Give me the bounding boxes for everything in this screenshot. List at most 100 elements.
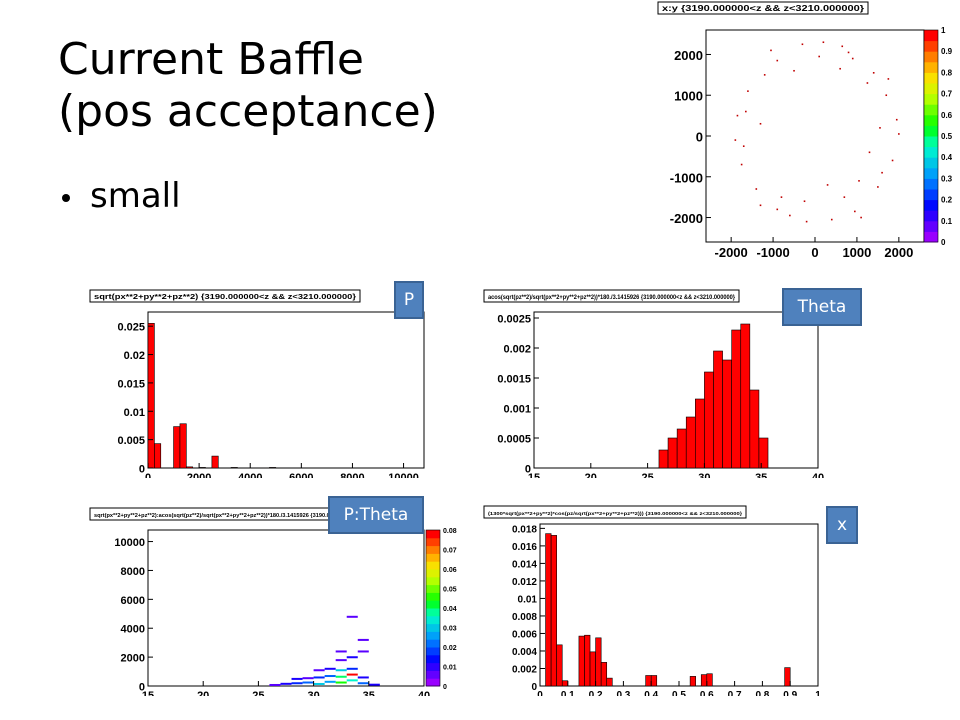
colorbar-label: 0.7 <box>941 90 952 99</box>
scatter-point <box>780 196 783 198</box>
y-tick-label: 0.015 <box>117 378 145 390</box>
x-tick-label: 15 <box>142 690 154 696</box>
heatmap-cell <box>324 667 336 670</box>
colorbar-segment <box>924 167 938 179</box>
colorbar-segment <box>924 125 938 137</box>
x-tick-label: 0.3 <box>616 690 630 696</box>
bullet-dot-icon <box>62 193 70 202</box>
colorbar-frame <box>425 529 441 687</box>
colorbar-label: 0.08 <box>443 528 457 535</box>
x-tick-label: 25 <box>641 472 653 478</box>
scatter-point <box>868 151 871 154</box>
heatmap-cell <box>313 676 325 679</box>
y-tick-label: 1000 <box>674 89 703 104</box>
colorbar-segment <box>426 615 440 625</box>
colorbar-segment <box>426 678 440 687</box>
heatmap-cell <box>335 675 347 678</box>
scatter-point <box>763 74 766 76</box>
colorbar-label: 0.2 <box>941 196 952 205</box>
chart-title-box <box>483 505 747 519</box>
y-tick-label: -1000 <box>670 170 703 185</box>
hist-bar <box>584 634 591 687</box>
bullet-text: small <box>90 176 181 216</box>
colorbar-segment <box>426 553 440 562</box>
colorbar-segment <box>924 114 938 126</box>
label-theta: Theta <box>782 288 862 326</box>
colorbar-segment <box>426 608 440 617</box>
colorbar-segment <box>924 210 938 222</box>
scatter-point <box>887 78 890 80</box>
colorbar-segment <box>426 600 440 609</box>
colorbar-segment <box>426 639 440 648</box>
x-tick-label: 0 <box>811 245 818 260</box>
x-tick-label: 20 <box>197 690 209 696</box>
y-tick-label: 0.018 <box>512 524 537 535</box>
heatmap-cell <box>335 681 347 684</box>
scatter-point <box>789 214 791 217</box>
heatmap-cell <box>357 650 369 653</box>
y-tick-label: 10000 <box>114 537 145 549</box>
heatmap-cell <box>346 667 358 670</box>
chart-title-box <box>657 1 869 15</box>
x-tick-label: -2000 <box>715 245 748 260</box>
x-tick-label: 6000 <box>289 472 313 478</box>
heatmap-cell <box>335 669 347 672</box>
hist-bar <box>740 323 751 469</box>
hist-bar <box>147 323 155 469</box>
scatter-point <box>776 59 779 62</box>
x-tick-label: 1000 <box>842 245 871 260</box>
scatter-point <box>822 41 825 44</box>
scatter-point <box>851 57 854 60</box>
colorbar-segment <box>426 576 440 586</box>
colorbar-segment <box>426 561 440 570</box>
heatmap-cell <box>335 659 347 662</box>
colorbar-segment <box>924 104 938 116</box>
hist-bar <box>600 662 608 687</box>
scatter-point <box>843 196 846 198</box>
colorbar-segment <box>426 592 440 601</box>
hist-bar <box>667 437 678 469</box>
hist-bar <box>211 455 219 469</box>
x-tick-label: 0.7 <box>728 690 742 696</box>
colorbar-label: 0 <box>941 238 946 247</box>
y-tick-label: 0.01 <box>518 594 538 605</box>
hist-bar <box>645 675 652 687</box>
hist-bar <box>731 329 742 469</box>
heatmap-cell <box>324 675 336 678</box>
scatter-point <box>740 163 743 166</box>
x-tick-label: 0.1 <box>561 690 575 696</box>
chart-title: x:y {3190.000000<z && z<3210.000000} <box>662 4 864 13</box>
slide-title: Current Baffle (pos acceptance) <box>58 34 438 138</box>
colorbar-segment <box>924 199 938 211</box>
y-tick-label: 2000 <box>121 653 145 665</box>
x-tick-label: 1 <box>815 690 821 696</box>
colorbar-label: 1 <box>941 26 946 35</box>
y-tick-label: 0.012 <box>512 577 537 588</box>
scatter-point <box>885 94 888 97</box>
x-tick-label: 0.4 <box>644 690 658 696</box>
x-tick-label: 35 <box>363 690 375 696</box>
scatter-point <box>759 204 762 207</box>
scatter-point <box>877 186 879 188</box>
hist-bar <box>704 371 714 469</box>
hist-bar <box>676 428 687 469</box>
heatmap-cell <box>291 682 303 685</box>
scatter-point <box>898 133 900 135</box>
colorbar-segment <box>924 189 938 201</box>
heatmap-cell <box>346 673 358 676</box>
scatter-point <box>747 90 749 92</box>
scatter-point <box>759 122 762 125</box>
scatter-point <box>879 127 881 129</box>
y-tick-label: 6000 <box>121 595 145 607</box>
hist-bar <box>561 680 569 687</box>
bullet-item: small <box>62 176 181 216</box>
x-tick-label: 0.2 <box>589 690 603 696</box>
heatmap-cell <box>302 677 314 680</box>
y-tick-label: 0.014 <box>512 559 537 570</box>
hist-bar <box>173 426 181 469</box>
colorbar-label: 0.3 <box>941 174 952 183</box>
colorbar-label: 0.9 <box>941 47 952 56</box>
scatter-point <box>818 55 820 58</box>
hist-bar <box>550 535 557 687</box>
hist-bar <box>706 673 713 687</box>
